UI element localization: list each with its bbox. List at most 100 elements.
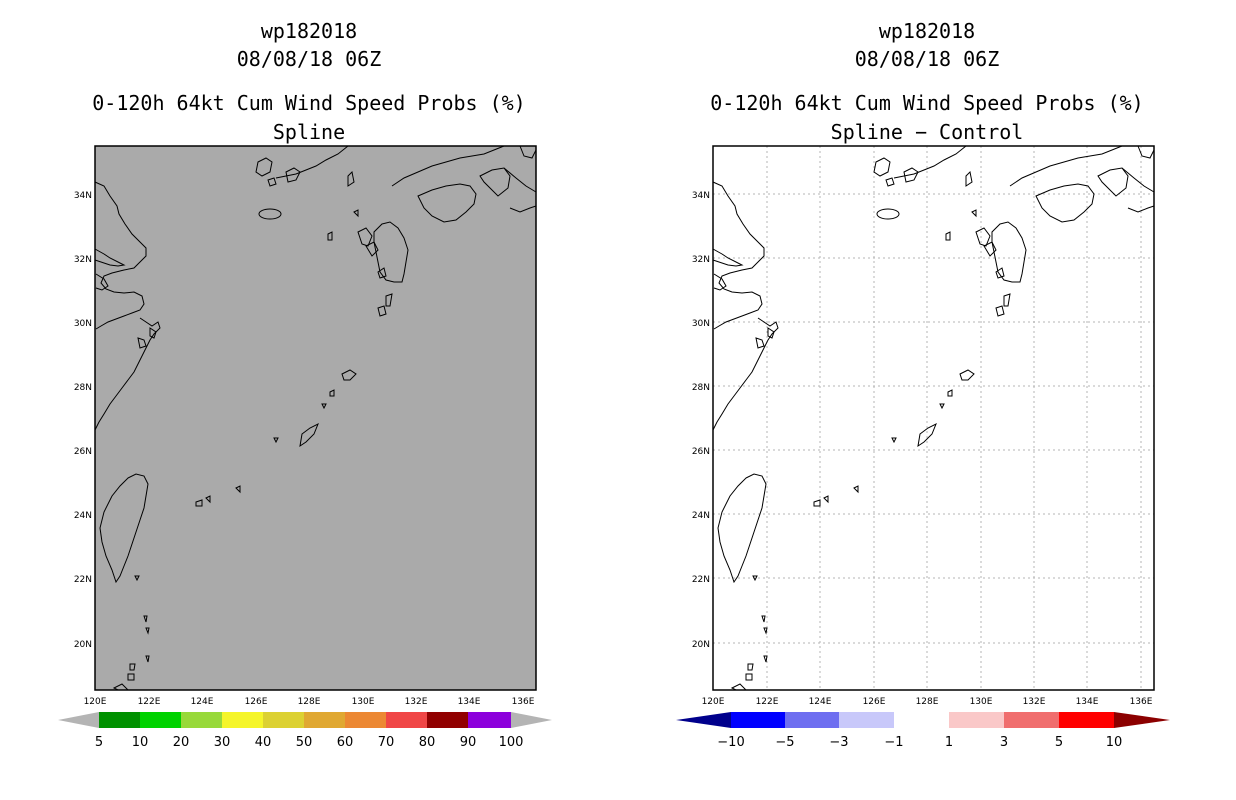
colorbar-segment xyxy=(140,712,181,728)
lon-label: 122E xyxy=(138,697,161,707)
lon-label: 120E xyxy=(702,697,725,707)
lon-label: 128E xyxy=(298,697,321,707)
colorbar-high-end xyxy=(511,712,552,728)
colorbar-segment xyxy=(386,712,427,728)
colorbar-label: 100 xyxy=(499,735,524,750)
colorbar-segment xyxy=(427,712,468,728)
colorbar-label: 40 xyxy=(255,735,272,750)
lon-label: 122E xyxy=(756,697,779,707)
colorbar-segment xyxy=(304,712,345,728)
gridlines xyxy=(713,146,1154,690)
map-background xyxy=(95,146,536,690)
probability-colorbar: 5 10 20 30 40 50 60 70 80 90 100 xyxy=(58,712,552,750)
colorbar-label: −1 xyxy=(884,735,903,750)
lon-label: 128E xyxy=(916,697,939,707)
colorbar-label: 20 xyxy=(173,735,190,750)
lat-label: 20N xyxy=(74,640,92,650)
colorbar-label: 10 xyxy=(1106,735,1123,750)
lon-label: 126E xyxy=(863,697,886,707)
colorbar-label: 60 xyxy=(337,735,354,750)
lat-label: 30N xyxy=(74,319,92,329)
lat-label: 28N xyxy=(692,383,710,393)
colorbar-segment xyxy=(99,712,140,728)
date-title: 08/08/18 06Z xyxy=(854,47,1000,71)
storm-id-title: wp182018 xyxy=(260,19,358,43)
lon-label: 130E xyxy=(970,697,993,707)
colorbar-label: 3 xyxy=(1000,735,1008,750)
colorbar-segment xyxy=(222,712,263,728)
right-panel: wp182018 08/08/18 06Z 0-120h 64kt Cum Wi… xyxy=(618,0,1236,800)
colorbar-segment xyxy=(468,712,511,728)
lon-label: 120E xyxy=(84,697,107,707)
colorbar-label: 10 xyxy=(132,735,149,750)
colorbar-segment xyxy=(1004,712,1059,728)
lat-label: 22N xyxy=(74,575,92,585)
lat-label: 24N xyxy=(74,511,92,521)
map-frame xyxy=(712,145,1155,691)
map-area: 34N 32N 30N 28N 26N 24N 22N 20N 120E 122… xyxy=(74,145,537,707)
lat-labels: 34N 32N 30N 28N 26N 24N 22N 20N xyxy=(74,191,92,650)
lat-label: 26N xyxy=(692,447,710,457)
colorbar-segment xyxy=(839,712,894,728)
lat-label: 34N xyxy=(692,191,710,201)
colorbar-label: 5 xyxy=(1055,735,1063,750)
colorbar-low-end xyxy=(58,712,99,728)
colorbar-segment xyxy=(731,712,785,728)
coastlines xyxy=(712,145,1155,691)
colorbar-segment xyxy=(785,712,839,728)
colorbar-label: 5 xyxy=(95,735,103,750)
lat-label: 34N xyxy=(74,191,92,201)
colorbar-labels: 5 10 20 30 40 50 60 70 80 90 100 xyxy=(95,735,524,750)
colorbar-labels: −10 −5 −3 −1 1 3 5 10 xyxy=(717,735,1122,750)
lon-label: 124E xyxy=(191,697,214,707)
coastlines xyxy=(94,145,537,691)
lon-label: 134E xyxy=(1076,697,1099,707)
colorbar-segment xyxy=(894,712,949,728)
lat-label: 32N xyxy=(74,255,92,265)
colorbar-low-end xyxy=(676,712,731,728)
lon-label: 124E xyxy=(809,697,832,707)
map-area: 34N 32N 30N 28N 26N 24N 22N 20N 120E 122… xyxy=(692,145,1155,707)
colorbar-label: −3 xyxy=(829,735,848,750)
method-title: Spline − Control xyxy=(830,120,1024,144)
product-title: 0-120h 64kt Cum Wind Speed Probs (%) xyxy=(710,91,1144,115)
product-title: 0-120h 64kt Cum Wind Speed Probs (%) xyxy=(92,91,526,115)
lon-labels: 120E 122E 124E 126E 128E 130E 132E 134E … xyxy=(702,697,1153,707)
lat-labels: 34N 32N 30N 28N 26N 24N 22N 20N xyxy=(692,191,710,650)
lat-label: 22N xyxy=(692,575,710,585)
lat-label: 32N xyxy=(692,255,710,265)
colorbar-segment xyxy=(181,712,222,728)
lon-label: 132E xyxy=(405,697,428,707)
colorbar-label: −5 xyxy=(775,735,794,750)
colorbar-label: 1 xyxy=(945,735,953,750)
colorbar-label: 50 xyxy=(296,735,313,750)
colorbar-high-end xyxy=(1114,712,1170,728)
colorbar-segment xyxy=(263,712,304,728)
lon-label: 132E xyxy=(1023,697,1046,707)
colorbar-segment xyxy=(949,712,1004,728)
lon-label: 126E xyxy=(245,697,268,707)
map-background xyxy=(713,146,1154,690)
colorbar-label: 70 xyxy=(378,735,395,750)
lat-label: 24N xyxy=(692,511,710,521)
lat-label: 28N xyxy=(74,383,92,393)
lon-label: 136E xyxy=(1130,697,1153,707)
colorbar-segment xyxy=(1059,712,1114,728)
difference-colorbar: −10 −5 −3 −1 1 3 5 10 xyxy=(676,712,1170,750)
map-frame xyxy=(94,145,537,691)
colorbar-segment xyxy=(345,712,386,728)
colorbar-label: 80 xyxy=(419,735,436,750)
lon-label: 136E xyxy=(512,697,535,707)
storm-id-title: wp182018 xyxy=(878,19,976,43)
lon-label: 134E xyxy=(458,697,481,707)
lon-labels: 120E 122E 124E 126E 128E 130E 132E 134E … xyxy=(84,697,535,707)
colorbar-label: −10 xyxy=(717,735,744,750)
colorbar-label: 90 xyxy=(460,735,477,750)
left-panel: wp182018 08/08/18 06Z 0-120h 64kt Cum Wi… xyxy=(58,19,552,750)
method-title: Spline xyxy=(272,120,346,144)
lon-label: 130E xyxy=(352,697,375,707)
colorbar-label: 30 xyxy=(214,735,231,750)
lat-label: 26N xyxy=(74,447,92,457)
date-title: 08/08/18 06Z xyxy=(236,47,382,71)
lat-label: 30N xyxy=(692,319,710,329)
